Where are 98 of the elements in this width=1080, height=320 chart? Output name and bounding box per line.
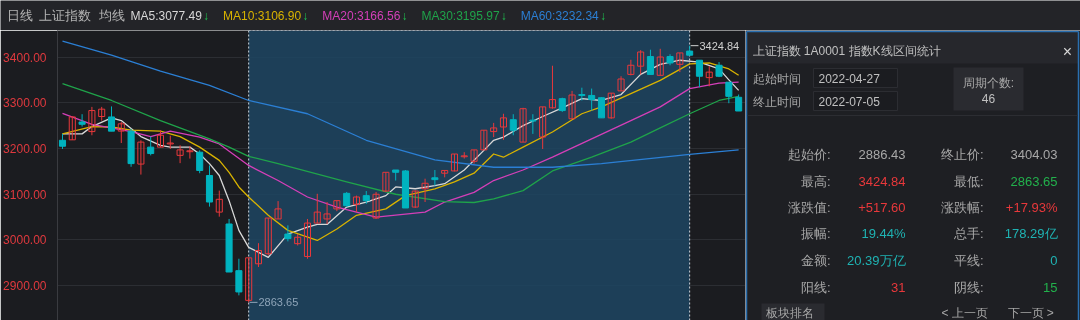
line-series: [61, 40, 740, 168]
candlestick: [539, 106, 547, 150]
text: 2022-07-05: [818, 95, 881, 109]
text: MA10:3106.90↓: [223, 8, 309, 23]
candlestick: [264, 217, 272, 257]
candlestick: [372, 191, 380, 220]
candlestick: [196, 149, 204, 174]
candlestick: [333, 200, 341, 212]
candlestick: [499, 113, 507, 141]
text: MA20:3166.56↓: [322, 8, 408, 23]
candlestick: [568, 90, 576, 120]
text: 3424.84: [858, 174, 906, 189]
candlestick: [147, 136, 155, 156]
candlestick: [382, 171, 390, 193]
text: ×: [1062, 43, 1073, 60]
candlestick: [303, 218, 312, 260]
candlestick: [176, 144, 184, 164]
chart-title: 日线: [6, 8, 33, 23]
text: +17.93%: [1005, 200, 1058, 215]
text: 31: [891, 280, 906, 295]
text: < 上一页: [941, 305, 988, 320]
text: 终止价:: [940, 147, 984, 162]
candlestick: [480, 129, 488, 151]
candlestick: [529, 113, 537, 135]
text: MA60:3232.34↓: [520, 8, 606, 23]
y-tick-label: 2900.00: [3, 279, 47, 294]
text: 46: [981, 92, 996, 106]
text: 阳线:: [800, 280, 831, 295]
candlestick: [519, 107, 527, 143]
text: 2022-04-27: [818, 72, 881, 86]
annotation: 2863.65: [258, 296, 299, 309]
candlestick: [107, 105, 116, 132]
candlestick: [607, 92, 615, 120]
candlestick: [637, 49, 645, 75]
y-tick-label: 3000.00: [3, 233, 47, 248]
candlestick: [548, 65, 556, 110]
candlestick: [421, 178, 429, 203]
text: MA5:3077.49↓: [130, 8, 210, 23]
text: 最低:: [953, 174, 984, 189]
y-tick-label: 3200.00: [3, 142, 47, 157]
text: 平线:: [953, 253, 984, 268]
candlestick: [274, 200, 282, 220]
y-tick-label: 3300.00: [3, 96, 47, 111]
text: 20.39万亿: [846, 253, 906, 268]
text: 下一页 >: [1007, 305, 1054, 320]
candlestick: [705, 65, 713, 87]
candlestick: [254, 242, 263, 268]
candlestick: [597, 96, 605, 119]
annotation: 3424.84: [699, 39, 740, 52]
candlestick: [235, 258, 243, 296]
text: 最高:: [800, 174, 831, 189]
candlestick: [617, 75, 625, 92]
candlestick: [656, 48, 664, 76]
candlestick: [646, 49, 654, 75]
y-tick-label: 3100.00: [3, 187, 47, 202]
text: 周期个数:: [962, 75, 1015, 90]
text: +517.60: [858, 200, 906, 215]
chart-subtitle: 上证指数: [38, 8, 91, 23]
text: 上证指数 1A0001 指数K线区间统计: [752, 43, 941, 58]
candlestick: [215, 190, 223, 218]
candlestick: [725, 81, 733, 104]
candlestick: [676, 52, 684, 73]
candlestick: [88, 106, 96, 136]
text: 振幅:: [800, 226, 831, 241]
text: 涨跌幅:: [940, 200, 984, 215]
candlestick: [588, 88, 596, 112]
text: 金额:: [800, 253, 831, 268]
candlestick: [431, 169, 439, 187]
candlestick: [137, 139, 145, 176]
candlestick: [323, 201, 331, 225]
text: MA30:3195.97↓: [421, 8, 507, 23]
legend-title: 均线: [97, 8, 125, 23]
candlestick: [68, 115, 76, 141]
candlestick: [245, 257, 253, 303]
text: 2886.43: [858, 147, 906, 162]
candlestick: [509, 113, 517, 136]
text: 阴线:: [953, 280, 984, 295]
text: 总手:: [952, 226, 984, 241]
candlestick: [313, 193, 321, 224]
text: 涨跌值:: [787, 200, 831, 215]
candlestick: [284, 224, 292, 242]
text: 板块排名: [764, 305, 814, 320]
text: 19.44%: [861, 226, 906, 241]
text: 15: [1043, 280, 1058, 295]
candlestick: [695, 59, 703, 88]
candlestick: [78, 113, 86, 128]
text: 0: [1050, 253, 1058, 268]
text: 终止时间: [752, 94, 801, 109]
candlestick: [117, 121, 125, 144]
y-tick-label: 3400.00: [3, 50, 47, 65]
text: 起始时间: [752, 71, 801, 86]
candlestick: [470, 149, 478, 165]
text: 2863.65: [1010, 174, 1058, 189]
text: 178.29亿: [1004, 226, 1058, 241]
text: 起始价:: [787, 147, 831, 162]
text: 3404.03: [1010, 147, 1058, 162]
candlestick: [186, 145, 194, 160]
candlestick: [578, 87, 586, 101]
